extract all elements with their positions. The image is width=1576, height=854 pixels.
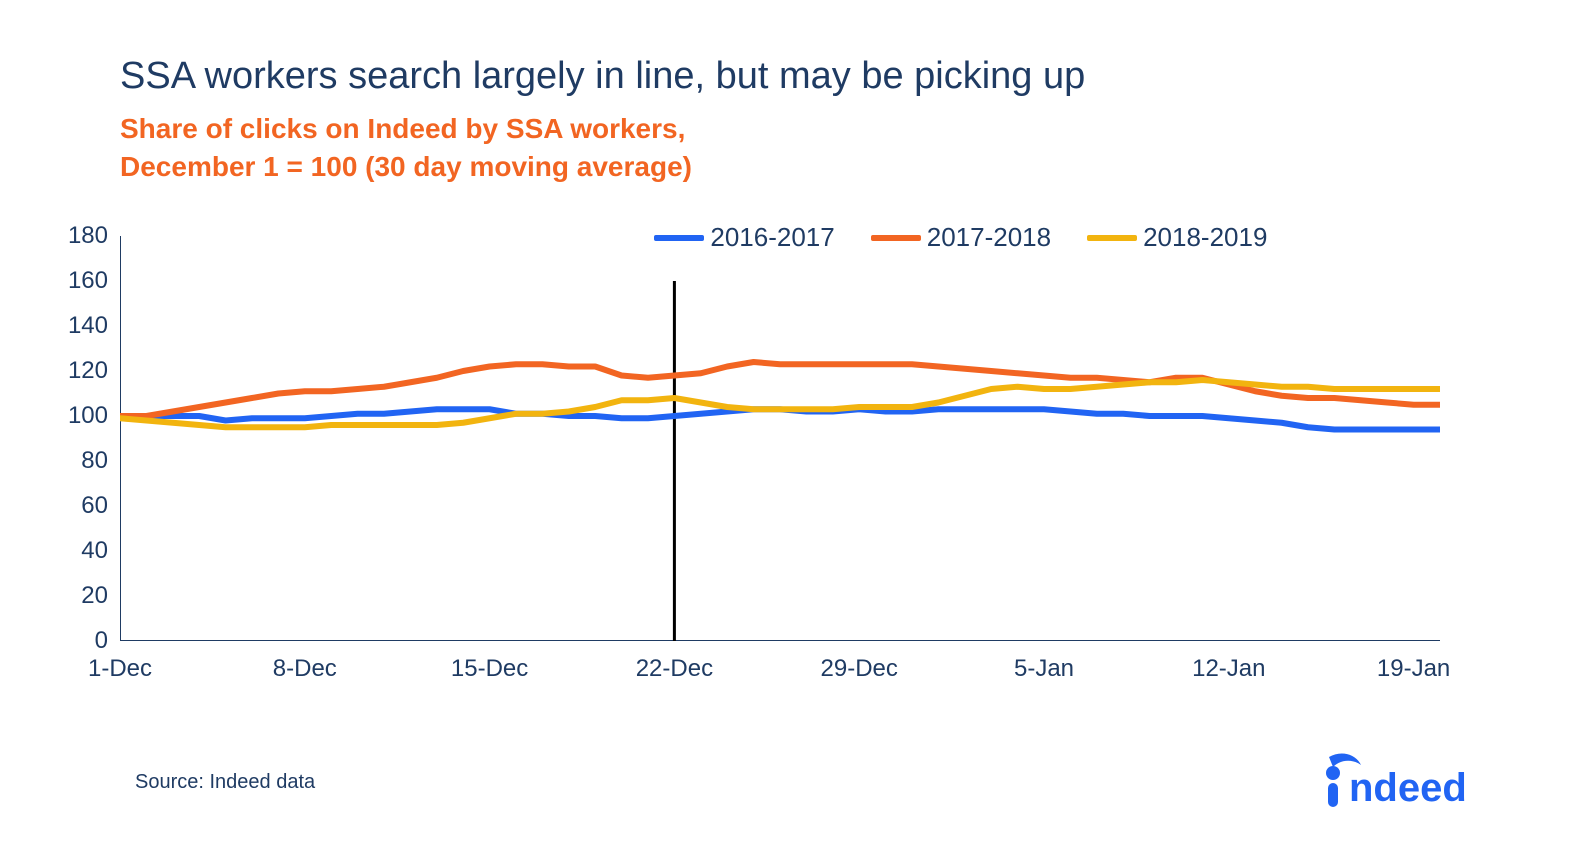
xtick-label: 29-Dec (821, 641, 898, 683)
chart-plot-area: 0204060801001201401601801-Dec8-Dec15-Dec… (120, 236, 1440, 641)
ytick-label: 40 (81, 537, 120, 565)
xtick-label: 1-Dec (88, 641, 152, 683)
svg-text:ndeed: ndeed (1349, 766, 1467, 809)
xtick-label: 5-Jan (1014, 641, 1074, 683)
chart-container: SSA workers search largely in line, but … (0, 0, 1576, 854)
xtick-label: 15-Dec (451, 641, 528, 683)
ytick-label: 160 (68, 267, 120, 295)
chart-title: SSA workers search largely in line, but … (120, 55, 1501, 98)
ytick-label: 180 (68, 222, 120, 250)
xtick-label: 19-Jan (1377, 641, 1450, 683)
indeed-logo: ndeed (1311, 751, 1491, 814)
ytick-label: 120 (68, 357, 120, 385)
subtitle-line-1: Share of clicks on Indeed by SSA workers… (120, 113, 685, 144)
chart-subtitle: Share of clicks on Indeed by SSA workers… (120, 110, 1501, 186)
ytick-label: 100 (68, 402, 120, 430)
ytick-label: 60 (81, 492, 120, 520)
ytick-label: 80 (81, 447, 120, 475)
source-attribution: Source: Indeed data (135, 771, 315, 794)
chart-svg (120, 236, 1440, 641)
subtitle-line-2: December 1 = 100 (30 day moving average) (120, 151, 692, 182)
xtick-label: 8-Dec (273, 641, 337, 683)
xtick-label: 22-Dec (636, 641, 713, 683)
ytick-label: 20 (81, 582, 120, 610)
xtick-label: 12-Jan (1192, 641, 1265, 683)
ytick-label: 140 (68, 312, 120, 340)
